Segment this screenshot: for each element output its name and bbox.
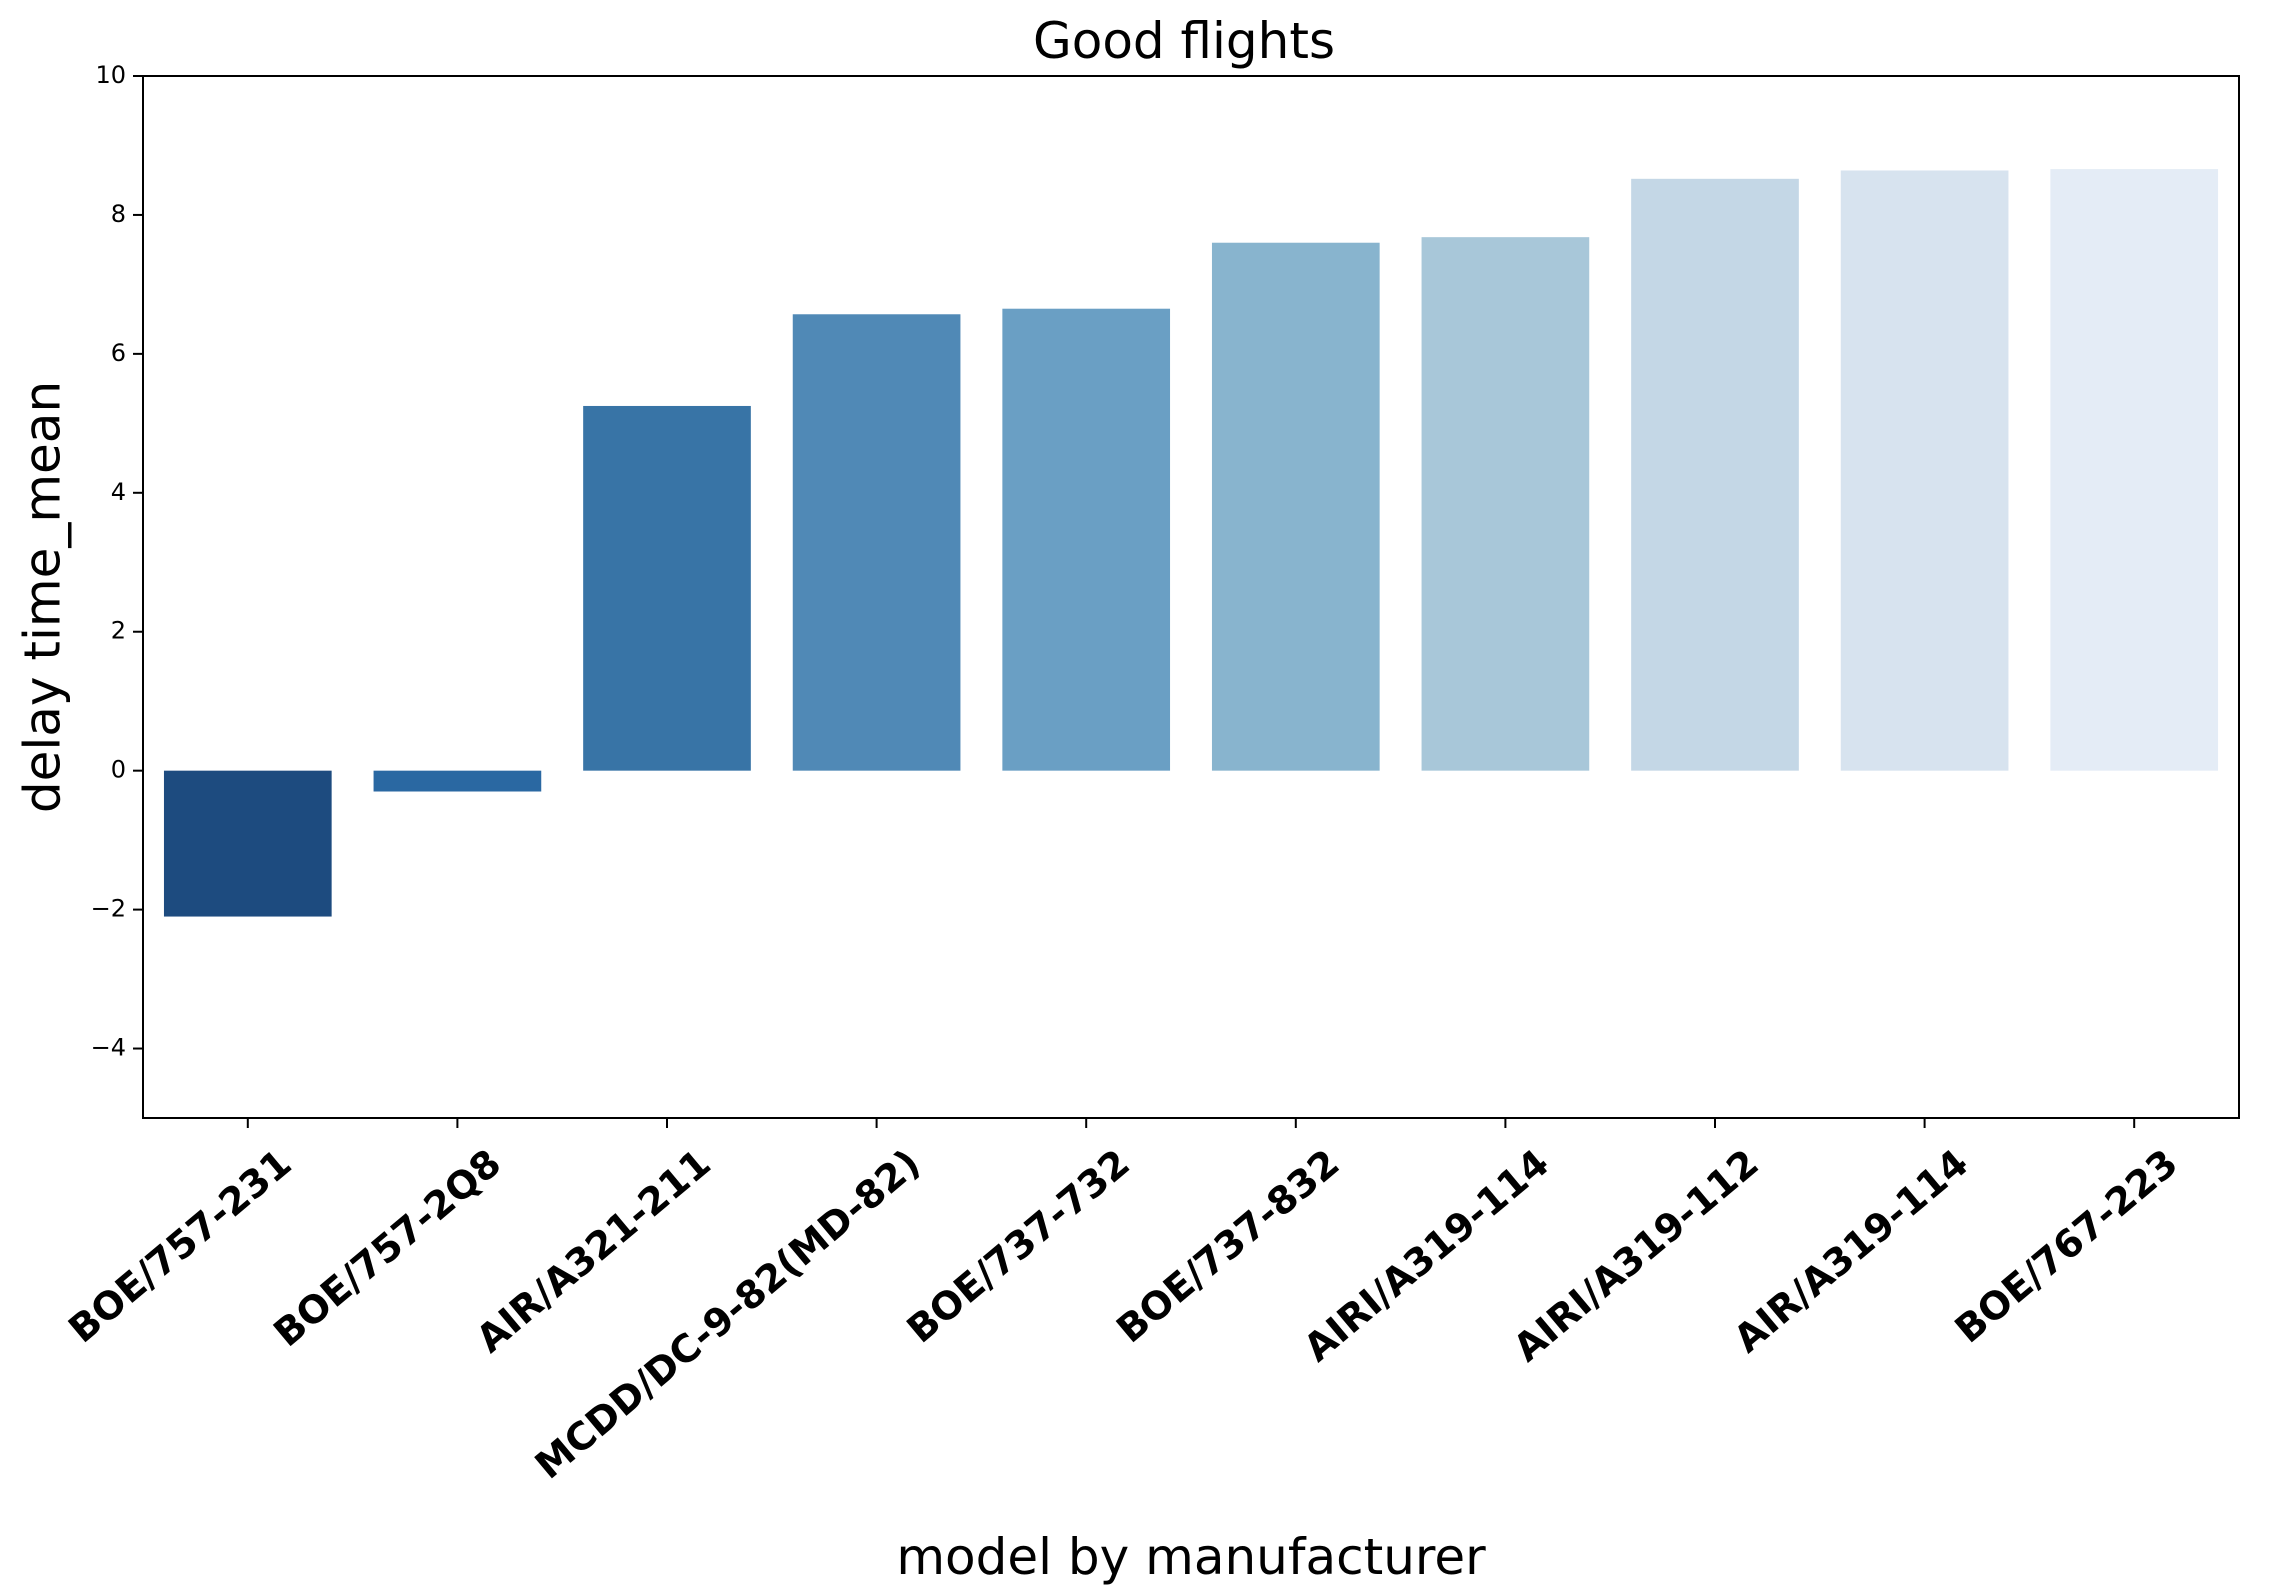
y-tick-label: 6 bbox=[111, 339, 126, 367]
y-tick-label: 4 bbox=[111, 478, 126, 506]
bar-5 bbox=[1211, 242, 1380, 771]
y-tick-label: 0 bbox=[111, 756, 126, 784]
y-axis-ticks: −4 −2 0 2 4 6 8 10 bbox=[91, 61, 143, 1062]
y-axis-label: delay time_mean bbox=[14, 381, 72, 813]
plot-frame bbox=[142, 75, 2240, 1119]
y-tick-label: 10 bbox=[95, 61, 126, 89]
bars-group bbox=[163, 169, 2219, 917]
bar-2 bbox=[583, 405, 751, 771]
bar-0 bbox=[163, 770, 332, 917]
bar-4 bbox=[1002, 308, 1171, 771]
chart-title: Good flights bbox=[1033, 12, 1335, 70]
bar-1 bbox=[373, 770, 542, 792]
y-tick-label: −4 bbox=[91, 1034, 126, 1062]
y-tick-label: 2 bbox=[111, 617, 126, 645]
bar-3 bbox=[792, 314, 961, 771]
y-tick-label: −2 bbox=[91, 895, 126, 923]
bar-6 bbox=[1421, 237, 1590, 771]
y-tick-label: 8 bbox=[111, 200, 126, 228]
bar-7 bbox=[1631, 178, 1799, 771]
bar-9 bbox=[2050, 169, 2219, 771]
bar-8 bbox=[1840, 170, 2009, 771]
x-axis-label: model by manufacturer bbox=[896, 1528, 1486, 1586]
